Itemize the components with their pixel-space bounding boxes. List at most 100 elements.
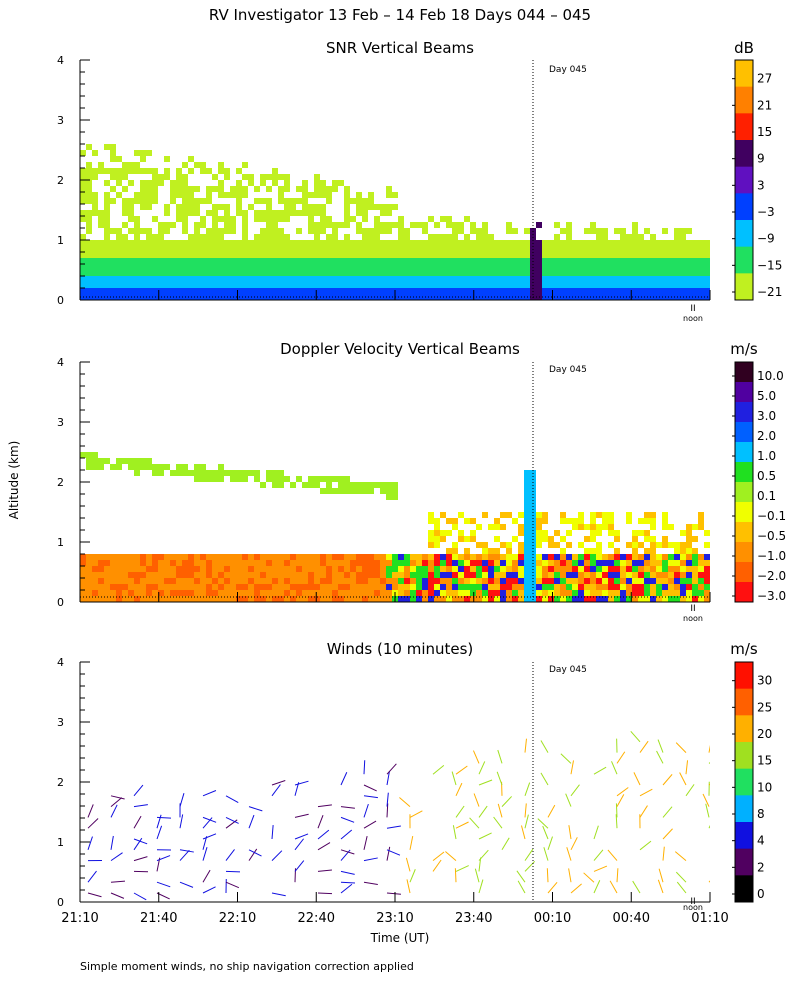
doppler-cell	[608, 584, 614, 590]
snr-cell	[158, 246, 164, 252]
snr-cell	[470, 258, 476, 264]
snr-cell	[410, 252, 416, 258]
doppler-cell	[434, 560, 440, 566]
snr-cell	[242, 264, 248, 270]
doppler-cell	[632, 578, 638, 584]
doppler-cell	[596, 548, 602, 554]
doppler-cell	[686, 572, 692, 578]
snr-cell	[686, 288, 692, 294]
snr-cell	[452, 228, 458, 234]
doppler-cell	[272, 560, 278, 566]
snr-cell	[164, 282, 170, 288]
colorbar-swatch	[735, 247, 753, 274]
doppler-cell	[572, 572, 578, 578]
doppler-cell	[620, 572, 626, 578]
snr-cell	[356, 264, 362, 270]
wind-barb	[612, 761, 617, 774]
snr-cell	[104, 276, 110, 282]
doppler-cell	[92, 464, 98, 470]
wind-barb	[318, 830, 329, 839]
doppler-cell	[158, 584, 164, 590]
wind-barb	[341, 817, 354, 822]
wind-barb	[676, 743, 686, 753]
snr-cell	[176, 210, 182, 216]
snr-cell	[620, 258, 626, 264]
doppler-cell	[356, 488, 362, 494]
snr-cell	[536, 276, 542, 282]
snr-cell	[446, 234, 452, 240]
snr-cell	[506, 240, 512, 246]
snr-cell	[128, 162, 134, 168]
doppler-cell	[200, 590, 206, 596]
wind-barb	[364, 760, 365, 774]
doppler-cell	[320, 476, 326, 482]
snr-cell	[374, 240, 380, 246]
doppler-cell	[518, 530, 524, 536]
snr-cell	[260, 234, 266, 240]
snr-cell	[104, 216, 110, 222]
snr-cell	[272, 240, 278, 246]
snr-cell	[212, 288, 218, 294]
colorbar-swatch	[735, 167, 753, 194]
snr-cell	[206, 234, 212, 240]
doppler-cell	[518, 542, 524, 548]
snr-cell	[374, 270, 380, 276]
snr-cell	[476, 246, 482, 252]
doppler-cell	[212, 476, 218, 482]
doppler-cell	[476, 578, 482, 584]
snr-cell	[200, 258, 206, 264]
doppler-cell	[212, 560, 218, 566]
snr-cell	[176, 240, 182, 246]
doppler-cell	[272, 584, 278, 590]
snr-cell	[620, 282, 626, 288]
colorbar-swatch	[735, 60, 753, 87]
snr-cell	[254, 186, 260, 192]
doppler-cell	[548, 578, 554, 584]
snr-cell	[356, 282, 362, 288]
doppler-cell	[662, 560, 668, 566]
snr-cell	[470, 282, 476, 288]
snr-cell	[512, 282, 518, 288]
doppler-cell	[614, 536, 620, 542]
snr-cell	[248, 240, 254, 246]
snr-cell	[572, 288, 578, 294]
snr-cell	[596, 282, 602, 288]
snr-cell	[284, 270, 290, 276]
doppler-cell	[524, 500, 530, 506]
wind-barb	[88, 804, 93, 817]
doppler-cell	[230, 554, 236, 560]
snr-cell	[668, 270, 674, 276]
snr-cell	[602, 258, 608, 264]
doppler-cell	[650, 518, 656, 524]
doppler-cell	[620, 560, 626, 566]
snr-cell	[524, 240, 530, 246]
snr-cell	[704, 246, 710, 252]
doppler-cell	[86, 458, 92, 464]
doppler-cell	[404, 578, 410, 584]
colorbar-swatch	[735, 87, 753, 114]
doppler-cell	[428, 584, 434, 590]
snr-cell	[350, 276, 356, 282]
snr-cell	[494, 258, 500, 264]
doppler-cell	[614, 548, 620, 554]
snr-cell	[224, 240, 230, 246]
snr-cell	[560, 288, 566, 294]
snr-cell	[236, 288, 242, 294]
doppler-cell	[314, 590, 320, 596]
doppler-cell	[374, 482, 380, 488]
snr-cell	[140, 258, 146, 264]
snr-cell	[632, 222, 638, 228]
snr-cell	[260, 180, 266, 186]
snr-cell	[308, 240, 314, 246]
snr-cell	[176, 288, 182, 294]
doppler-cell	[92, 584, 98, 590]
snr-cell	[464, 288, 470, 294]
snr-cell	[320, 180, 326, 186]
doppler-cell	[326, 488, 332, 494]
snr-cell	[122, 252, 128, 258]
doppler-cell	[434, 572, 440, 578]
doppler-cell	[290, 566, 296, 572]
snr-cell	[584, 240, 590, 246]
snr-cell	[188, 240, 194, 246]
doppler-cell	[434, 518, 440, 524]
